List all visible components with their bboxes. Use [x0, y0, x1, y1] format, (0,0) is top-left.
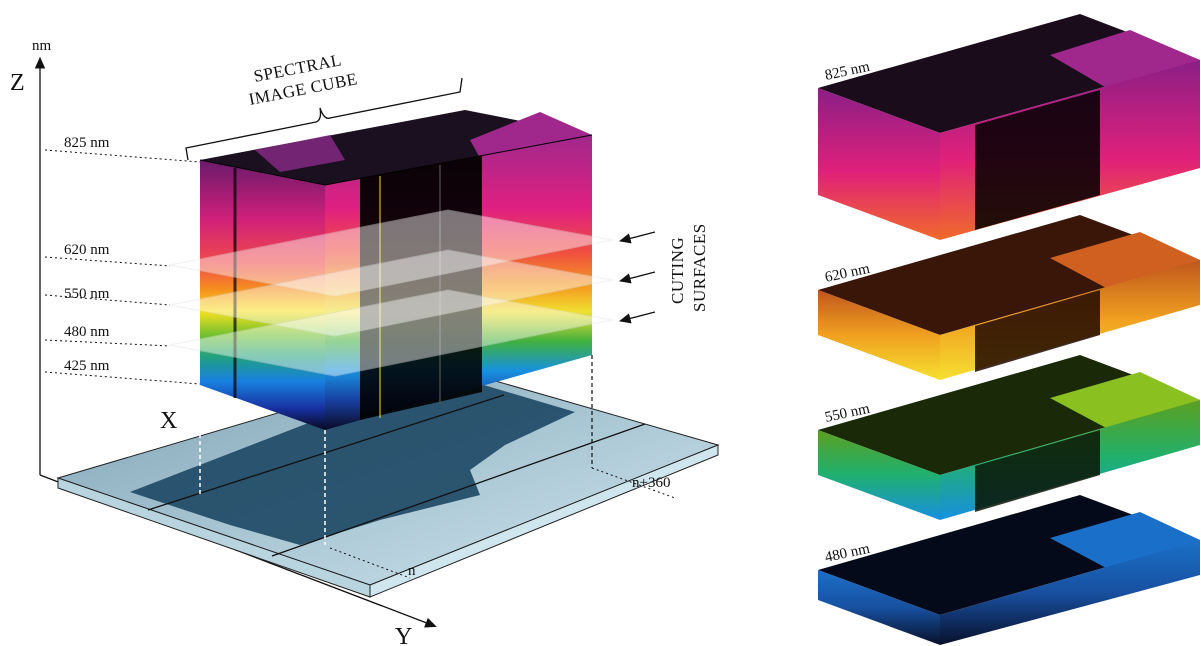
projection-lines [199, 355, 593, 545]
cut-arrow-3 [618, 311, 656, 324]
wavelength-label-425: 425 nm [64, 358, 110, 374]
leader-425 [44, 371, 201, 385]
slice-480-front [818, 570, 940, 645]
slice-825-front [818, 88, 940, 240]
slice-480-top-color [1050, 512, 1200, 570]
cutting-plane-480 [169, 289, 613, 377]
scan-line-n360 [271, 423, 646, 557]
slice-825: 825 nm [818, 14, 1200, 240]
cutting-label-line-1: CUTING [668, 237, 687, 304]
cutting-planes [169, 209, 613, 377]
leader-550 [44, 294, 171, 306]
slice-480: 480 nm [818, 495, 1200, 645]
wavelength-label-480: 480 nm [64, 324, 110, 340]
slice-550-dark [975, 430, 1100, 512]
slice-550-front [818, 430, 940, 520]
slice-620-top-color [1050, 232, 1200, 290]
cube-front-face [200, 160, 325, 430]
floor-image: n n+360 [56, 364, 720, 598]
unit-label: nm [32, 38, 52, 54]
z-axis-label: Z [10, 70, 25, 96]
slice-620-front [818, 290, 940, 380]
n-leader [329, 547, 411, 579]
cutting-plane-550 [169, 249, 613, 337]
x-axis-label: X [160, 408, 177, 434]
wavelength-label-825: 825 nm [64, 135, 110, 151]
leader-825 [44, 149, 201, 163]
cutting-plane-620 [169, 209, 613, 297]
y-axis-label: Y [395, 624, 412, 646]
slice-480-side [940, 540, 1200, 645]
n-label: n [408, 563, 416, 579]
n360-label: n+360 [632, 475, 670, 491]
cut-arrow-2 [618, 271, 656, 284]
cube-outline [199, 134, 593, 186]
scan-line-n [147, 394, 505, 511]
slice-825-dark [975, 90, 1100, 230]
cut-arrow-1 [618, 231, 656, 244]
title-brace [185, 77, 463, 161]
slice-620: 620 nm [818, 215, 1200, 380]
floor-water [130, 372, 575, 545]
cutting-label-line-2: SURFACES [690, 223, 709, 312]
wavelength-label-550: 550 nm [64, 286, 110, 302]
leader-620 [44, 256, 171, 267]
wavelength-label-620: 620 nm [64, 242, 110, 258]
cutting-surfaces-annotation: CUTING SURFACES [618, 223, 709, 324]
slice-825-top-color [1050, 30, 1200, 90]
cube-top-speckle [255, 135, 345, 172]
leader-480 [44, 339, 171, 347]
slice-550-top-color [1050, 372, 1200, 430]
spectral-cube [199, 110, 593, 430]
floor-left-edge [57, 477, 371, 598]
wavelength-labels: 825 nm 620 nm 550 nm 480 nm 425 nm [44, 135, 201, 385]
slice-550: 550 nm [818, 355, 1200, 520]
slice-620-dark [975, 290, 1100, 372]
cube-top-magenta [470, 112, 592, 158]
cube-dark-band [360, 156, 482, 420]
